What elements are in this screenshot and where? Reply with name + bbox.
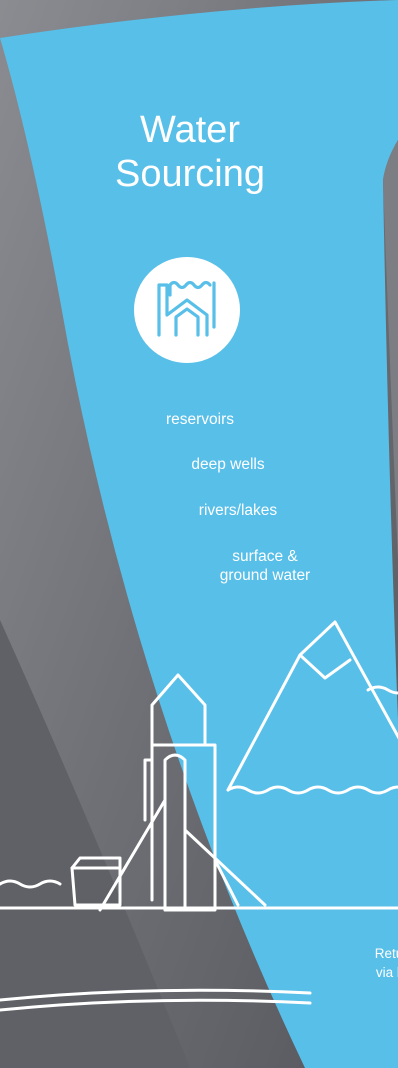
lake-wave-line (226, 785, 398, 795)
landscape-lineart (0, 620, 398, 1012)
dark-curve-shadow (0, 620, 190, 1068)
mountain-snowcap (298, 653, 352, 680)
small-house (70, 856, 122, 907)
return-via-lake-note: Return via lak (374, 946, 398, 980)
title-line-1: Water (140, 109, 240, 151)
tower-door (163, 753, 187, 912)
source-item-reservoirs: reservoirs (165, 411, 235, 428)
river-line-1 (0, 988, 312, 1002)
right-gray-sliver (383, 0, 398, 560)
left-wave-line (0, 879, 62, 889)
source-item-rivers-lakes: rivers/lakes (198, 502, 278, 519)
panel-title: Water Sourcing (0, 108, 380, 196)
source-item-deep-wells: deep wells (191, 456, 265, 473)
slope-left (98, 798, 167, 912)
slope-right (183, 828, 267, 907)
water-treatment-plant-icon (132, 255, 242, 365)
tower-body-right (150, 743, 217, 912)
tower-ledge (143, 758, 154, 822)
source-item-surface-ground-water: surface & ground water (219, 548, 311, 584)
river-line-2 (0, 998, 312, 1012)
mountain-outline (226, 620, 398, 792)
slope-small (213, 858, 240, 907)
upper-wave-line (366, 685, 398, 695)
title-line-2: Sourcing (115, 153, 265, 195)
